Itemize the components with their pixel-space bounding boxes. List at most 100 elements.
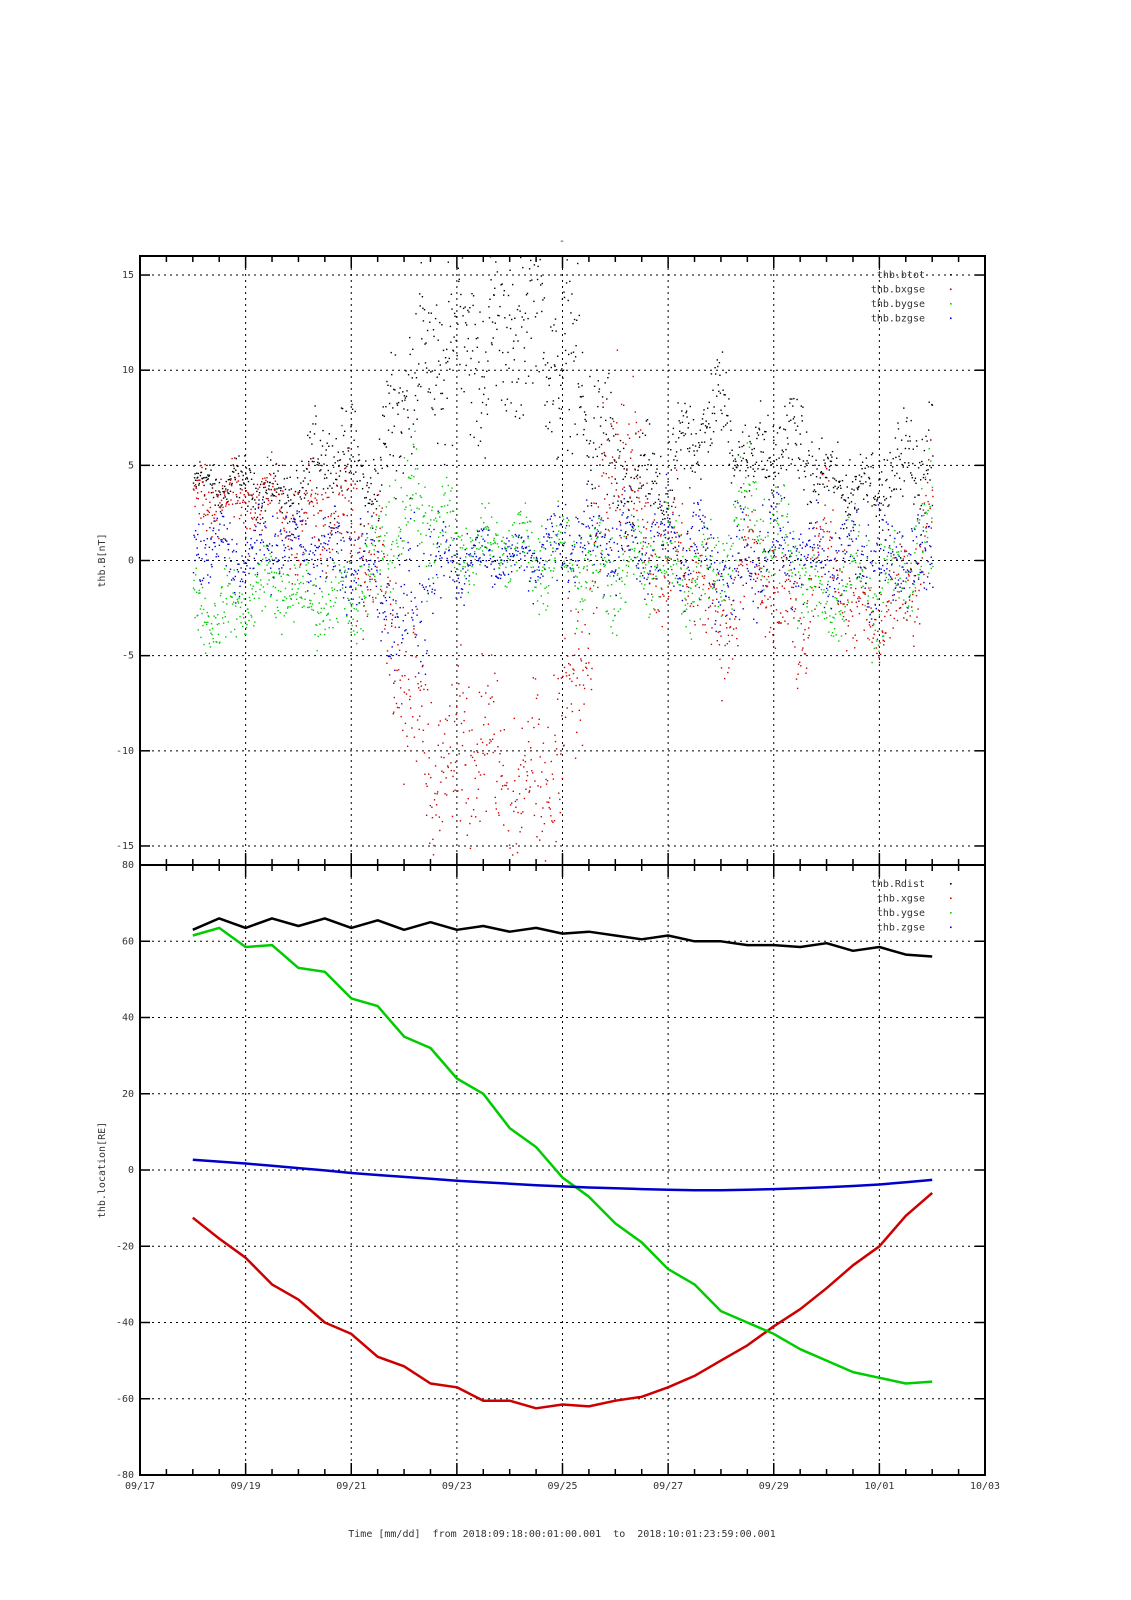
data-point bbox=[703, 525, 705, 527]
data-point bbox=[830, 460, 833, 463]
data-point bbox=[737, 571, 740, 573]
data-point bbox=[925, 435, 927, 437]
data-point bbox=[660, 535, 662, 537]
data-point bbox=[457, 568, 459, 571]
data-point bbox=[583, 411, 586, 413]
data-point bbox=[335, 438, 337, 440]
data-point bbox=[348, 599, 350, 601]
data-point bbox=[561, 777, 564, 780]
data-point bbox=[907, 573, 910, 576]
data-point bbox=[263, 482, 265, 484]
data-point bbox=[276, 512, 278, 514]
data-point bbox=[509, 555, 512, 558]
data-point bbox=[264, 482, 266, 484]
data-point bbox=[870, 454, 873, 456]
data-point bbox=[313, 433, 316, 435]
data-point bbox=[421, 666, 424, 668]
data-point bbox=[891, 469, 893, 472]
data-point bbox=[369, 578, 371, 581]
data-point bbox=[446, 557, 448, 560]
data-point bbox=[678, 514, 680, 517]
data-point bbox=[401, 540, 403, 542]
data-point bbox=[795, 678, 798, 680]
data-point bbox=[208, 474, 211, 476]
data-point bbox=[532, 677, 534, 679]
data-point bbox=[471, 565, 473, 568]
data-point bbox=[693, 556, 696, 558]
data-point bbox=[489, 554, 491, 556]
data-point bbox=[916, 518, 919, 520]
data-point bbox=[504, 404, 506, 406]
data-point bbox=[495, 384, 497, 387]
data-point bbox=[551, 525, 554, 528]
data-point bbox=[756, 565, 758, 567]
data-point bbox=[199, 592, 201, 594]
data-point bbox=[258, 534, 261, 536]
data-point bbox=[417, 530, 419, 532]
data-point bbox=[780, 622, 782, 624]
data-point bbox=[433, 528, 435, 531]
data-point bbox=[667, 531, 669, 533]
data-point bbox=[898, 455, 900, 458]
data-point bbox=[928, 448, 930, 450]
data-point bbox=[637, 489, 639, 492]
data-point bbox=[912, 590, 914, 592]
data-point bbox=[749, 442, 752, 444]
data-point bbox=[740, 559, 743, 561]
data-point bbox=[198, 479, 200, 481]
data-point bbox=[307, 517, 309, 519]
data-point bbox=[420, 685, 422, 687]
data-point bbox=[292, 534, 295, 536]
data-point bbox=[196, 497, 198, 499]
data-point bbox=[855, 475, 857, 478]
data-point bbox=[533, 726, 535, 729]
data-point bbox=[537, 723, 540, 725]
data-point bbox=[909, 440, 911, 442]
data-point bbox=[203, 484, 205, 487]
data-point bbox=[277, 487, 280, 489]
data-point bbox=[390, 351, 392, 354]
data-point bbox=[217, 536, 219, 538]
data-point bbox=[898, 607, 901, 609]
data-point bbox=[277, 559, 280, 561]
data-point bbox=[667, 481, 669, 483]
data-point bbox=[521, 545, 523, 548]
data-point bbox=[883, 495, 885, 498]
data-point bbox=[248, 572, 250, 575]
data-point bbox=[578, 566, 580, 569]
data-point bbox=[797, 673, 799, 675]
data-point bbox=[872, 466, 874, 469]
data-point bbox=[375, 585, 378, 588]
data-point bbox=[260, 584, 262, 586]
data-point bbox=[582, 669, 584, 672]
data-point bbox=[880, 610, 883, 613]
data-point bbox=[565, 671, 567, 674]
data-point bbox=[827, 457, 829, 460]
data-point bbox=[795, 554, 798, 557]
data-point bbox=[313, 584, 315, 586]
data-point bbox=[235, 551, 237, 553]
data-point bbox=[646, 521, 649, 523]
data-point bbox=[562, 515, 564, 518]
data-point bbox=[325, 577, 327, 579]
data-point bbox=[405, 370, 407, 372]
data-point bbox=[698, 442, 700, 444]
data-point bbox=[199, 608, 202, 610]
data-point bbox=[672, 511, 674, 514]
data-point bbox=[920, 571, 922, 574]
data-point bbox=[493, 568, 495, 570]
data-point bbox=[732, 628, 735, 630]
data-point bbox=[405, 629, 407, 631]
data-point bbox=[511, 555, 513, 557]
data-point bbox=[262, 517, 264, 519]
data-point bbox=[409, 695, 411, 698]
data-point bbox=[863, 593, 865, 595]
data-point bbox=[855, 552, 857, 554]
data-point bbox=[263, 483, 265, 485]
data-point bbox=[440, 597, 442, 599]
data-point bbox=[524, 555, 526, 557]
data-point bbox=[518, 567, 521, 569]
data-point bbox=[193, 579, 195, 582]
data-point bbox=[273, 495, 276, 497]
data-point bbox=[243, 483, 245, 485]
